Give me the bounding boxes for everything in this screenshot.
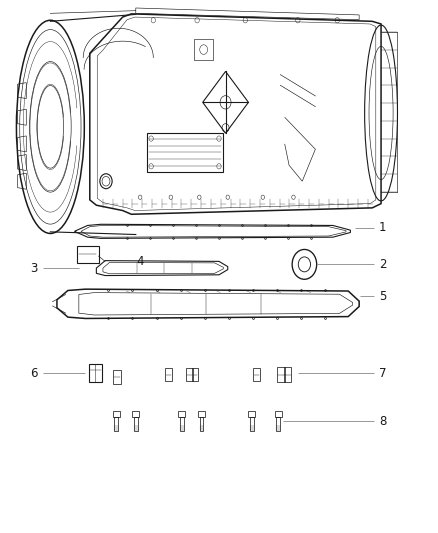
Text: 4: 4: [136, 255, 144, 268]
Text: 7: 7: [379, 367, 386, 379]
Text: 1: 1: [379, 221, 386, 234]
Text: 5: 5: [379, 290, 386, 303]
Text: 3: 3: [30, 262, 37, 274]
Text: 6: 6: [30, 367, 37, 379]
Text: 8: 8: [379, 415, 386, 427]
Text: 2: 2: [379, 258, 386, 271]
